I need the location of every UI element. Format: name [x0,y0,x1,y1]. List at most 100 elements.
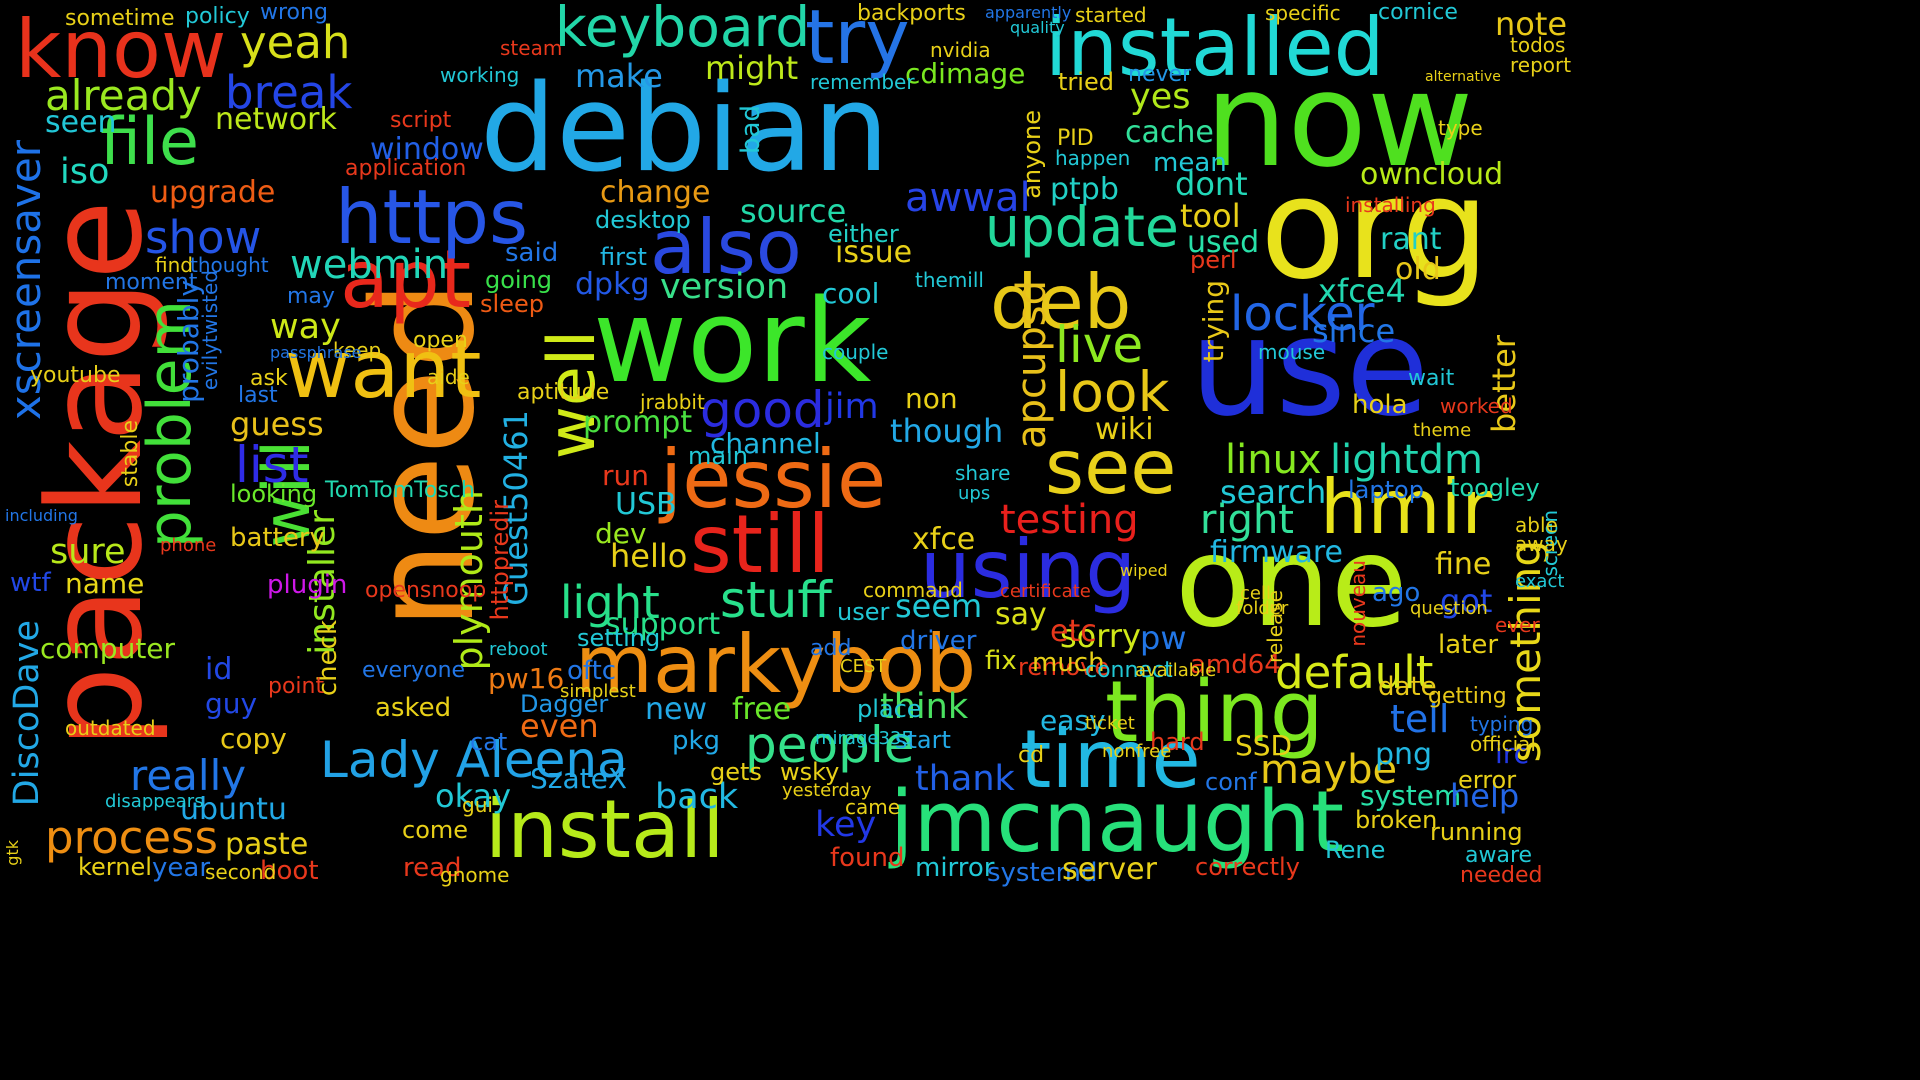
word-keep: keep [333,338,382,362]
word-find: find [155,253,193,277]
word-search: search [1220,473,1327,511]
word-hard: hard [1150,728,1205,756]
word-installed: installed [1045,1,1385,94]
word-certificate: certificate [1000,581,1091,602]
word-work: work [593,275,872,409]
word-fix: fix [985,646,1017,676]
word-thing: thing [1105,663,1324,762]
word-away: away [1515,532,1568,556]
word-know: know [15,3,227,96]
word-support: support [605,607,721,642]
word-opensnoop: opensnoop [365,578,487,603]
word-couple: couple [822,340,889,364]
word-pkg: pkg [672,726,721,756]
word-apt: apt [340,233,472,326]
word-gets: gets [710,758,762,786]
word-report: report [1510,53,1572,77]
word-plugin: plugin [267,570,348,600]
word-xfce4: xfce4 [1318,272,1406,310]
word-still: still [690,498,830,591]
word-cest: CEST [840,656,887,677]
word-ssd: SSD [1235,729,1293,762]
word-pid: PID [1057,126,1094,151]
word-hello: hello [610,537,688,575]
word-keyboard: keyboard [555,0,811,59]
word-default: default [1275,646,1434,699]
word-guy: guy [205,687,258,720]
word-systemd: systemd [987,858,1098,888]
word-deb: deb [990,258,1132,346]
word-trying: trying [1197,280,1230,363]
word-prompt: prompt [583,405,693,440]
word-question: question [1410,598,1488,619]
word-good: good [700,381,825,439]
word-say: say [995,597,1047,632]
word-working: working [440,63,520,87]
word-etc: etc [1050,614,1097,649]
word-running: running [1430,818,1523,846]
word-main: main [688,442,748,470]
word-stuff: stuff [720,571,832,629]
word-help: help [1450,777,1520,815]
word-used: used [1187,225,1260,260]
word-aware: aware [1465,843,1533,868]
word-hola: hola [1352,390,1408,420]
word-installing: installing [1345,193,1436,217]
word-one: one [1175,510,1408,655]
word-network: network [215,102,337,137]
word-jmcnaught: jmcnaught [890,773,1345,872]
word-dev: dev [595,517,647,550]
word-pw: pw [1140,619,1187,657]
word-szatex: SzateX [530,762,628,795]
word-cd: cd [1018,743,1045,768]
word-sleep: sleep [480,290,544,318]
word-thank: thank [915,759,1015,799]
word-passphrase: passphrase [270,343,362,362]
word-name: name [65,567,145,600]
word-wiki: wiki [1095,412,1154,447]
word-official: official [1470,732,1536,756]
word-change: change [600,175,711,210]
word-aptitude: aptitude [517,380,610,405]
word-gtk: gtk [3,840,22,866]
word-theme: theme [1413,420,1472,441]
word-nouveau: nouveau [1346,560,1370,647]
word-key: key [815,805,877,845]
word-debian: debian [480,60,890,199]
word-bad: bad [736,105,766,154]
word-using: using [920,523,1137,616]
word-point: point [268,674,325,699]
word-look: look [1055,360,1170,424]
word-server: server [1062,852,1157,887]
word-guess: guess [230,405,324,443]
word-sorry: sorry [1060,617,1141,655]
word-needed: needed [1460,863,1543,888]
word-computer: computer [40,632,176,665]
word-command: command [863,578,963,602]
word-upgrade: upgrade [150,175,276,210]
word-remember: remember [810,70,915,94]
word-read: read [403,853,462,883]
word-ups: ups [958,483,991,504]
word-correctly: correctly [1195,853,1300,881]
word-policy: policy [185,4,250,29]
word-linux: linux [1225,437,1322,483]
word-broken: broken [1355,806,1438,834]
word-release: release [1263,590,1287,663]
word-install: install [485,783,725,876]
word-yes: yes [1130,77,1191,117]
word-mirage335: mirage335 [815,728,913,749]
word-ago: ago [1372,578,1421,608]
word-png: png [1375,737,1433,772]
word-sure: sure [50,532,126,572]
word-testing: testing [1000,497,1139,543]
word-system: system [1360,779,1462,812]
word-markybob: markybob [575,618,977,711]
word-owncloud: owncloud [1360,157,1504,192]
word-firmware: firmware [1210,535,1343,570]
word-though: though [890,412,1004,450]
word-todos: todos [1510,33,1566,57]
word-maybe: maybe [1260,747,1398,793]
word-youtube: youtube [30,363,121,388]
word-rene: Rene [1325,836,1386,864]
